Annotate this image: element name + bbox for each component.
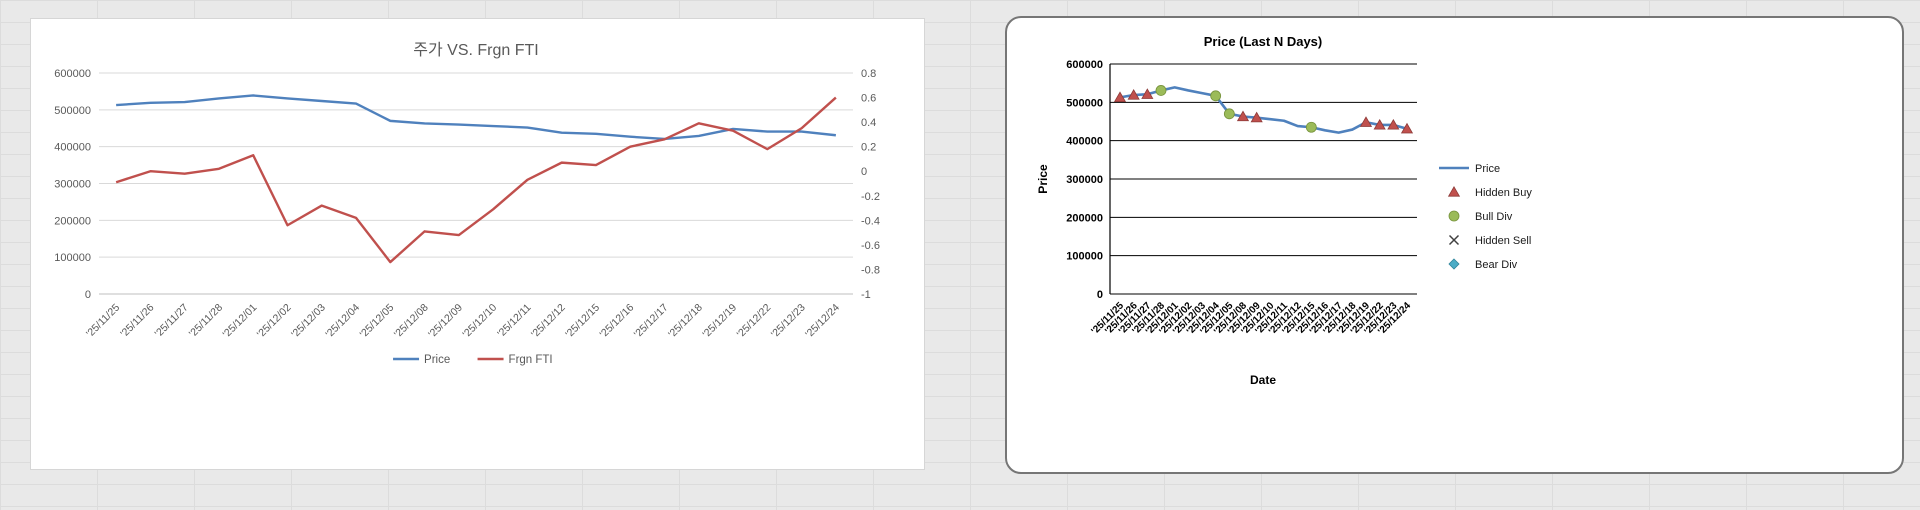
price-vs-frgn-fti-chart[interactable]: 주가 VS. Frgn FTI 0 100000 200000 300000 40000… bbox=[30, 18, 925, 470]
frgn-fti-legend-label: Frgn FTI bbox=[509, 354, 553, 366]
chart1-plot: 0 100000 200000 300000 400000 500000 600000 -1 -… bbox=[54, 68, 880, 366]
price-line bbox=[1119, 86, 1408, 134]
right-axis-tick: 0.6 bbox=[861, 93, 876, 105]
x-axis-tick: '25/12/04 bbox=[323, 302, 362, 341]
left-axis-tick: 300000 bbox=[54, 179, 91, 191]
y-axis-title: Price bbox=[1036, 164, 1050, 194]
gridlines bbox=[99, 72, 853, 295]
x-axis-tick: '25/11/25 bbox=[84, 302, 122, 340]
bear-div-legend-label: Bear Div bbox=[1475, 259, 1518, 271]
x-axis-tick: '25/12/18 bbox=[666, 302, 705, 341]
x-axis-tick: '25/12/15 bbox=[563, 302, 602, 341]
chart-title: 주가 VS. Frgn FTI bbox=[413, 41, 538, 59]
chart-title: Price (Last N Days) bbox=[1204, 34, 1323, 49]
left-axis-tick: 400000 bbox=[54, 142, 91, 154]
left-axis-tick: 100000 bbox=[54, 252, 91, 264]
x-axis-tick: '25/12/03 bbox=[289, 302, 328, 341]
y-axis-tick: 400000 bbox=[1066, 136, 1103, 148]
right-axis-tick: 0.8 bbox=[861, 68, 876, 80]
hidden-buy-markers bbox=[1113, 88, 1414, 134]
hidden-sell-legend-label: Hidden Sell bbox=[1475, 235, 1531, 247]
x-axis-tick: '25/11/26 bbox=[118, 302, 156, 340]
y-axis-tick: 600000 bbox=[1066, 59, 1103, 71]
y-axis-tick: 0 bbox=[1097, 289, 1103, 301]
x-axis-tick: '25/12/23 bbox=[769, 302, 808, 341]
right-axis-tick: -1 bbox=[861, 289, 871, 301]
price-line bbox=[116, 94, 836, 141]
x-axis-tick: '25/12/10 bbox=[460, 302, 499, 341]
right-axis-tick: 0.4 bbox=[861, 117, 876, 129]
y-axis-tick: 500000 bbox=[1066, 97, 1103, 109]
x-axis-tick: '25/11/27 bbox=[153, 302, 191, 340]
right-axis-tick: -0.6 bbox=[861, 240, 880, 252]
x-axis-tick: '25/12/09 bbox=[426, 302, 465, 341]
right-axis-tick: 0 bbox=[861, 166, 867, 178]
x-axis-tick: '25/12/19 bbox=[700, 302, 739, 341]
y-axis-tick: 300000 bbox=[1066, 174, 1103, 186]
left-axis-tick: 600000 bbox=[54, 68, 91, 80]
y-axis-tick: 100000 bbox=[1066, 251, 1103, 263]
price-markers-chart-canvas: Price (Last N Days) Price Date 0 100000 20… bbox=[1036, 34, 1532, 387]
x-axis-tick: '25/12/24 bbox=[803, 302, 842, 341]
right-axis-tick: -0.8 bbox=[861, 264, 880, 276]
left-axis-tick: 0 bbox=[85, 289, 91, 301]
x-axis-tick: '25/12/01 bbox=[221, 302, 260, 341]
hidden-buy-legend-label: Hidden Buy bbox=[1475, 187, 1532, 199]
left-axis-tick: 200000 bbox=[54, 215, 91, 227]
x-axis-tick: '25/12/05 bbox=[358, 302, 397, 341]
legend: Price Hidden Buy Bull Div Hidden Sell Bear D… bbox=[1439, 163, 1532, 271]
y-axis-tick: 200000 bbox=[1066, 212, 1103, 224]
x-axis-tick: '25/11/28 bbox=[187, 302, 225, 340]
left-axis-tick: 500000 bbox=[54, 105, 91, 117]
right-axis-tick: -0.4 bbox=[861, 215, 880, 227]
right-axis-tick: 0.2 bbox=[861, 142, 876, 154]
x-axis-tick: '25/12/12 bbox=[529, 302, 568, 341]
x-axis-tick: '25/12/08 bbox=[392, 302, 431, 341]
bull-div-legend-label: Bull Div bbox=[1475, 211, 1513, 223]
x-axis-tick: '25/12/17 bbox=[632, 302, 671, 341]
legend: Price Frgn FTI bbox=[393, 354, 553, 366]
price-legend-label: Price bbox=[1475, 163, 1500, 175]
x-axis-title: Date bbox=[1250, 373, 1276, 387]
x-axis-tick: '25/12/02 bbox=[255, 302, 294, 341]
x-axis-tick: '25/12/22 bbox=[735, 302, 774, 341]
right-axis-tick: -0.2 bbox=[861, 191, 880, 203]
x-axis-tick: '25/12/11 bbox=[495, 302, 533, 340]
x-axis-tick: '25/12/16 bbox=[598, 302, 637, 341]
dual-axis-line-chart-canvas: 주가 VS. Frgn FTI 0 100000 200000 300000 40000… bbox=[54, 41, 880, 366]
chart2-plot: 0100000200000300000400000500000600000'25… bbox=[1066, 59, 1532, 337]
price-last-n-days-chart[interactable]: Price (Last N Days) Price Date 0 100000 20… bbox=[1005, 16, 1904, 474]
bull-div-markers bbox=[1155, 85, 1317, 133]
frgn-fti-line bbox=[115, 96, 837, 264]
price-legend-label: Price bbox=[424, 354, 450, 366]
